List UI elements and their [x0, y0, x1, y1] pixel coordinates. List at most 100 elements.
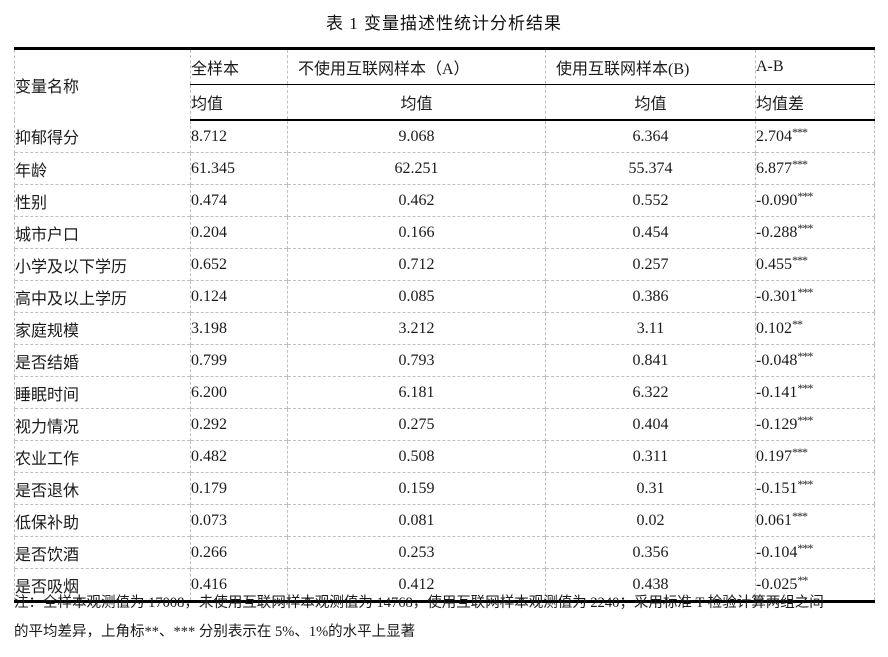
cell-mean-difference: -0.301***	[755, 280, 875, 313]
cell-sample-a-mean: 0.712	[287, 248, 546, 281]
cell-mean-difference: -0.048***	[755, 344, 875, 377]
significance-stars: ***	[792, 156, 808, 171]
table-row: 睡眠时间 6.200 6.181 6.322 -0.141***	[14, 376, 875, 409]
table-row: 高中及以上学历 0.124 0.085 0.386 -0.301***	[14, 280, 875, 313]
cell-mean-difference: -0.104***	[755, 536, 875, 569]
cell-variable-name: 睡眠时间	[14, 376, 191, 409]
cell-variable-name: 农业工作	[14, 440, 191, 473]
significance-stars: ***	[792, 444, 808, 459]
table-row: 农业工作 0.482 0.508 0.311 0.197***	[14, 440, 875, 473]
cell-full-sample-mean: 0.482	[190, 440, 288, 473]
significance-stars: ***	[792, 252, 808, 267]
subheader-mean-b: 均值	[545, 84, 756, 121]
cell-sample-a-mean: 0.412	[287, 568, 546, 602]
header-row-groups: 变量名称 全样本 不使用互联网样本（A） 使用互联网样本(B) A-B	[14, 48, 875, 120]
cell-variable-name: 小学及以下学历	[14, 248, 191, 281]
cell-sample-a-mean: 0.793	[287, 344, 546, 377]
footnote-line-1: 注：全样本观测值为 17008，未使用互联网样本观测值为 14768，使用互联网…	[14, 595, 824, 611]
cell-full-sample-mean: 3.198	[190, 312, 288, 345]
subheader-mean-diff: 均值差	[755, 84, 875, 121]
cell-variable-name: 是否饮酒	[14, 536, 191, 569]
cell-mean-difference: 0.455***	[755, 248, 875, 281]
cell-sample-a-mean: 0.081	[287, 504, 546, 537]
header-variable-name: 变量名称	[14, 48, 191, 120]
cell-sample-b-mean: 6.322	[545, 376, 756, 409]
cell-mean-difference: -0.025**	[755, 568, 875, 602]
significance-stars: ***	[792, 508, 808, 523]
significance-stars: ***	[797, 188, 813, 203]
cell-sample-b-mean: 0.454	[545, 216, 756, 249]
cell-mean-difference: -0.141***	[755, 376, 875, 409]
table-header: 变量名称 全样本 不使用互联网样本（A） 使用互联网样本(B) A-B 均值 均…	[14, 48, 875, 121]
statistics-table: 变量名称 全样本 不使用互联网样本（A） 使用互联网样本(B) A-B 均值 均…	[14, 47, 875, 603]
cell-mean-difference: 0.061***	[755, 504, 875, 537]
cell-mean-difference: 6.877***	[755, 152, 875, 185]
cell-sample-a-mean: 62.251	[287, 152, 546, 185]
table-footnote: 注：全样本观测值为 17008，未使用互联网样本观测值为 14768，使用互联网…	[14, 589, 878, 647]
cell-sample-b-mean: 3.11	[545, 312, 756, 345]
table-title: 表 1 变量描述性统计分析结果	[326, 14, 562, 33]
cell-variable-name: 性别	[14, 184, 191, 217]
header-a-minus-b: A-B	[755, 48, 875, 85]
subheader-mean-full: 均值	[190, 84, 288, 121]
cell-mean-difference: -0.151***	[755, 472, 875, 505]
significance-stars: ***	[797, 476, 813, 491]
cell-sample-a-mean: 0.462	[287, 184, 546, 217]
cell-sample-a-mean: 0.275	[287, 408, 546, 441]
cell-full-sample-mean: 0.799	[190, 344, 288, 377]
header-row-means: 均值 均值 均值 均值差	[15, 84, 875, 121]
cell-mean-difference: 0.102**	[755, 312, 875, 345]
cell-full-sample-mean: 0.652	[190, 248, 288, 281]
subheader-mean-a: 均值	[287, 84, 546, 121]
table-body: 抑郁得分 8.712 9.068 6.364 2.704*** 年龄 61.345 62.25…	[14, 120, 875, 602]
table-row: 抑郁得分 8.712 9.068 6.364 2.704***	[14, 120, 875, 153]
cell-variable-name: 抑郁得分	[14, 120, 191, 153]
significance-stars: ***	[797, 380, 813, 395]
cell-variable-name: 城市户口	[14, 216, 191, 249]
cell-variable-name: 家庭规模	[14, 312, 191, 345]
cell-full-sample-mean: 0.416	[190, 568, 288, 602]
table-row: 是否饮酒 0.266 0.253 0.356 -0.104***	[14, 536, 875, 569]
table-row: 性别 0.474 0.462 0.552 -0.090***	[14, 184, 875, 217]
cell-full-sample-mean: 0.474	[190, 184, 288, 217]
table-row: 是否退休 0.179 0.159 0.31 -0.151***	[14, 472, 875, 505]
cell-sample-a-mean: 3.212	[287, 312, 546, 345]
significance-stars: ***	[797, 284, 813, 299]
cell-variable-name: 是否结婚	[14, 344, 191, 377]
cell-sample-b-mean: 0.438	[545, 568, 756, 602]
cell-sample-b-mean: 0.552	[545, 184, 756, 217]
header-sample-a: 不使用互联网样本（A）	[287, 48, 546, 85]
cell-sample-b-mean: 0.31	[545, 472, 756, 505]
cell-sample-a-mean: 0.085	[287, 280, 546, 313]
table-row: 是否吸烟 0.416 0.412 0.438 -0.025**	[14, 568, 875, 602]
cell-sample-b-mean: 0.841	[545, 344, 756, 377]
cell-full-sample-mean: 0.124	[190, 280, 288, 313]
cell-variable-name: 视力情况	[14, 408, 191, 441]
significance-stars: ***	[797, 348, 813, 363]
cell-full-sample-mean: 0.266	[190, 536, 288, 569]
table-row: 小学及以下学历 0.652 0.712 0.257 0.455***	[14, 248, 875, 281]
cell-mean-difference: 0.197***	[755, 440, 875, 473]
cell-sample-b-mean: 0.356	[545, 536, 756, 569]
significance-stars: ***	[797, 412, 813, 427]
cell-sample-b-mean: 0.386	[545, 280, 756, 313]
footnote-line-2: 的平均差异，上角标**、*** 分别表示在 5%、1%的水平上显著	[14, 624, 416, 640]
header-sample-b: 使用互联网样本(B)	[545, 48, 756, 85]
cell-sample-b-mean: 55.374	[545, 152, 756, 185]
significance-stars: ***	[792, 124, 808, 139]
cell-full-sample-mean: 0.179	[190, 472, 288, 505]
cell-sample-b-mean: 0.02	[545, 504, 756, 537]
cell-variable-name: 低保补助	[14, 504, 191, 537]
significance-stars: **	[792, 316, 803, 331]
significance-stars: **	[797, 572, 808, 587]
cell-sample-a-mean: 0.166	[287, 216, 546, 249]
cell-full-sample-mean: 61.345	[190, 152, 288, 185]
cell-sample-b-mean: 0.311	[545, 440, 756, 473]
table-row: 家庭规模 3.198 3.212 3.11 0.102**	[14, 312, 875, 345]
cell-mean-difference: -0.090***	[755, 184, 875, 217]
cell-variable-name: 是否退休	[14, 472, 191, 505]
cell-sample-a-mean: 0.159	[287, 472, 546, 505]
cell-sample-b-mean: 0.404	[545, 408, 756, 441]
table-row: 城市户口 0.204 0.166 0.454 -0.288***	[14, 216, 875, 249]
